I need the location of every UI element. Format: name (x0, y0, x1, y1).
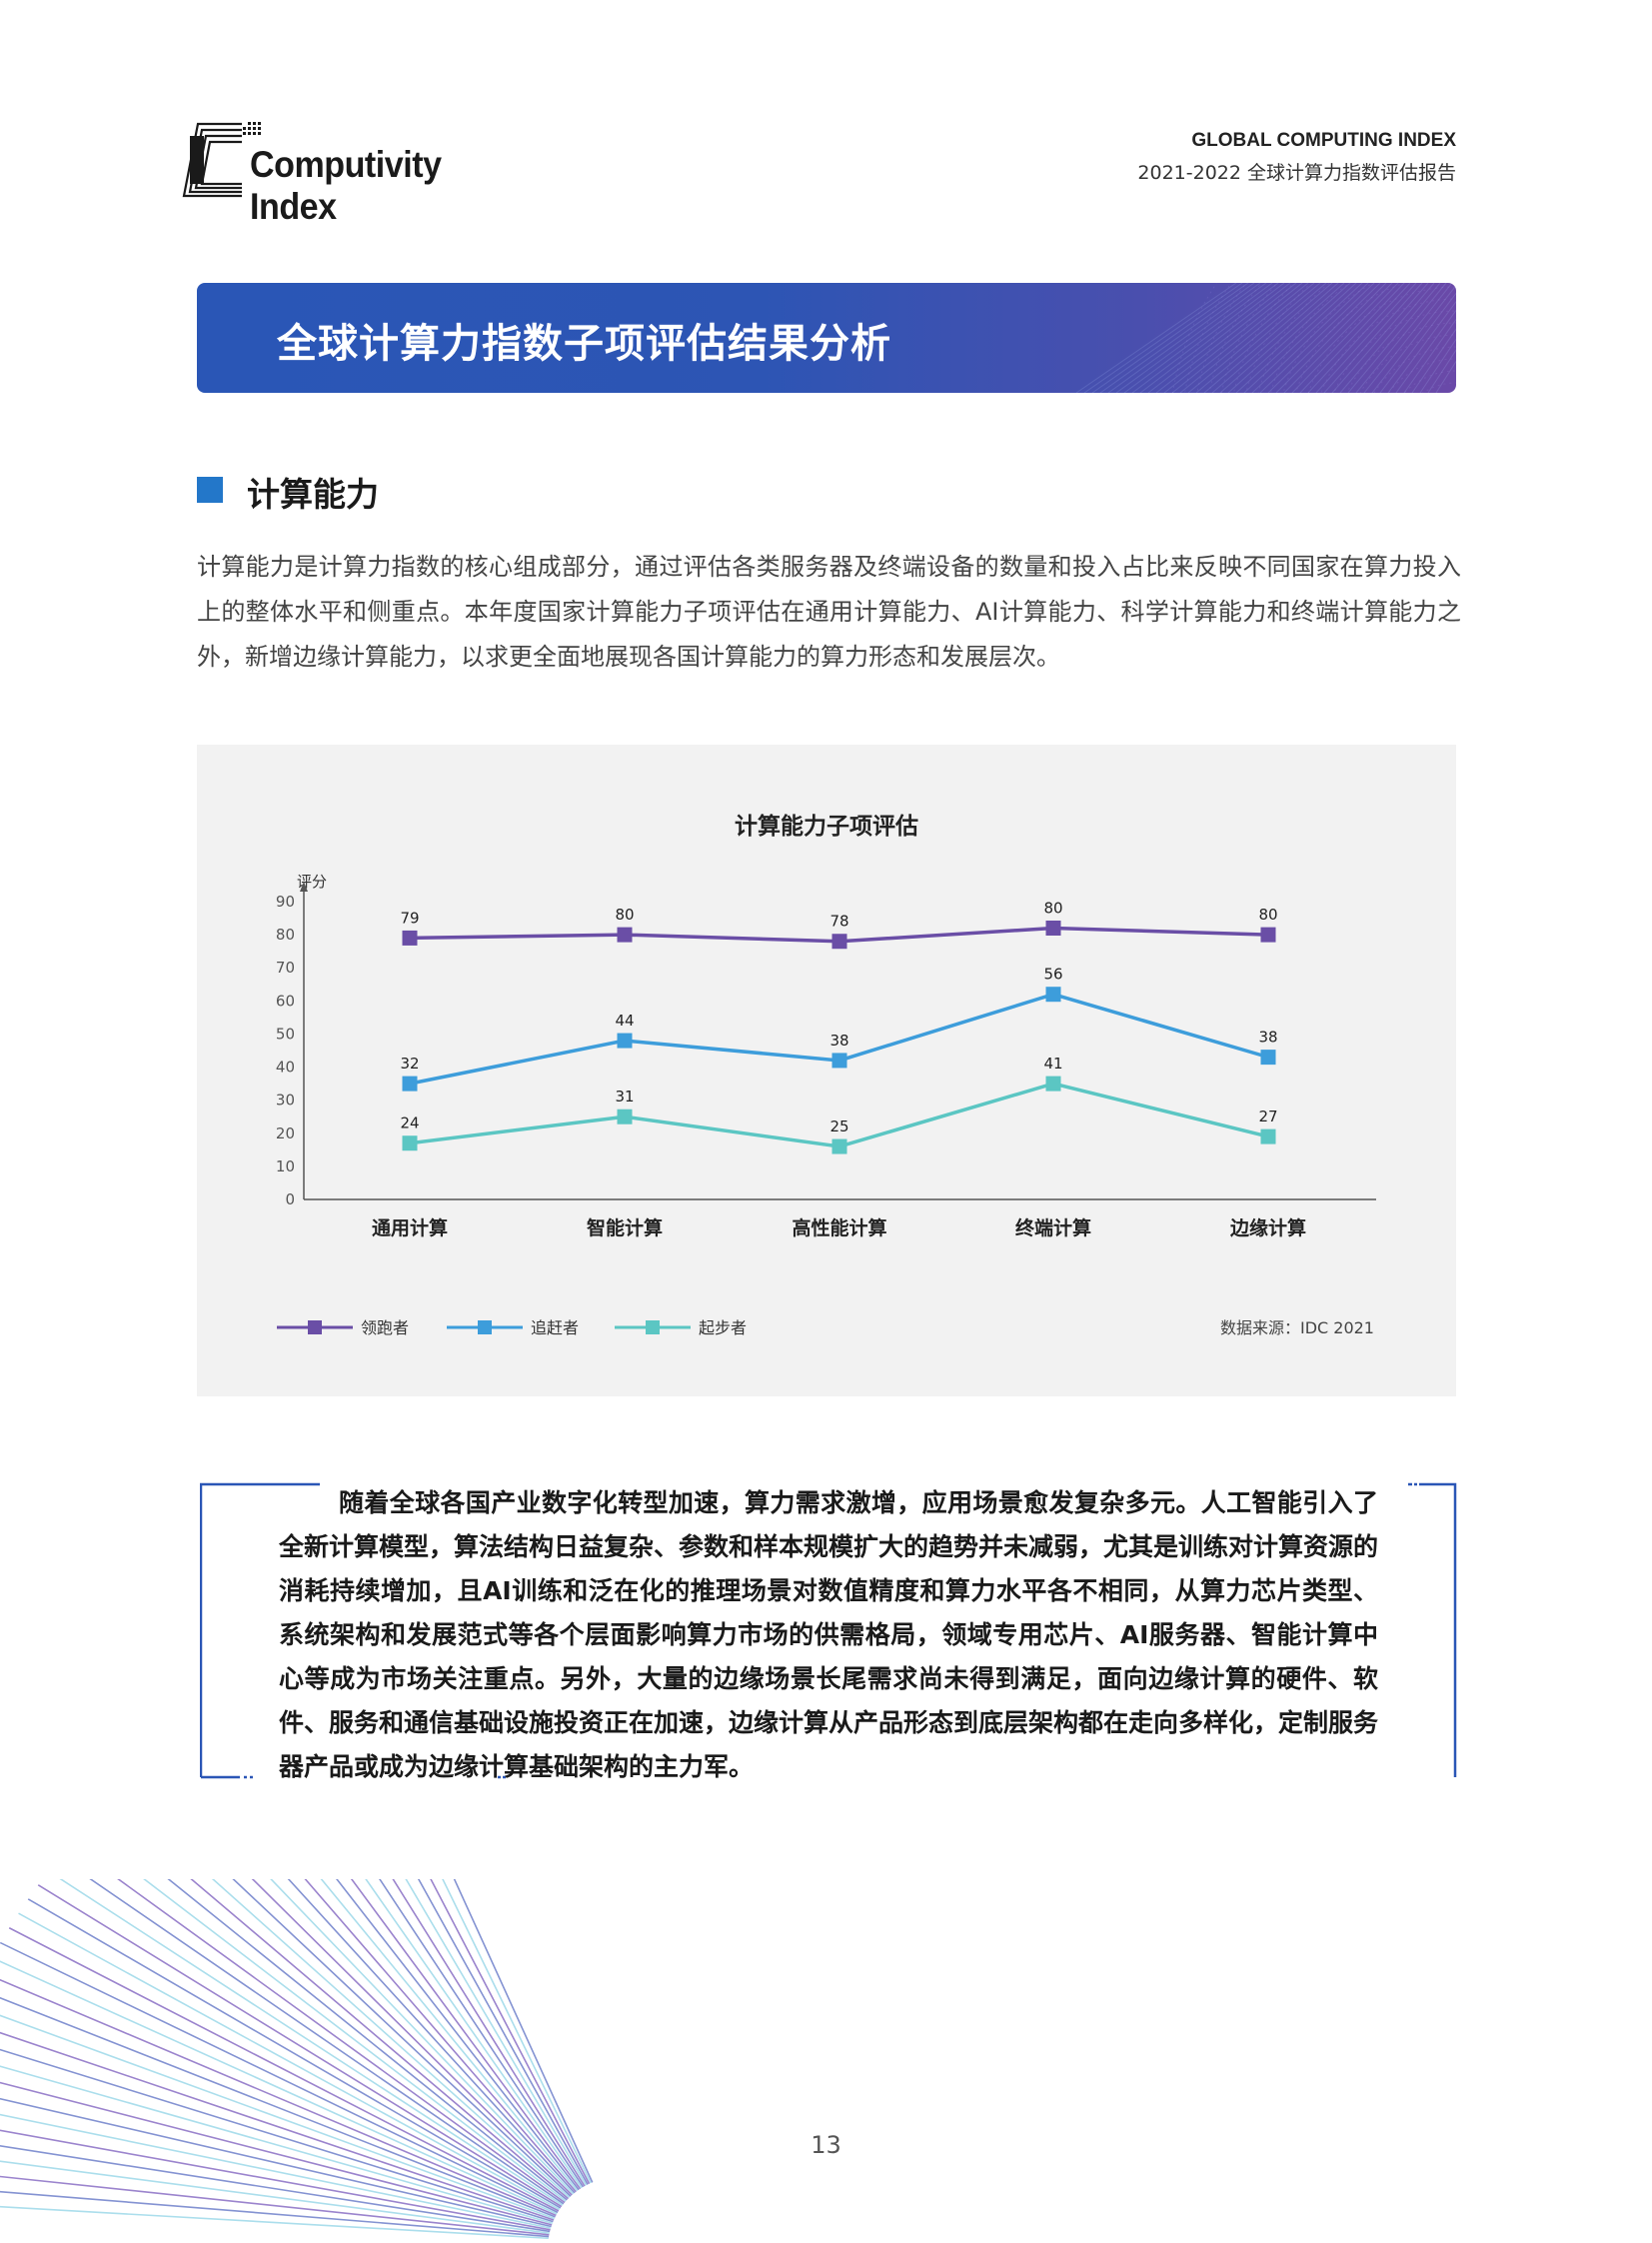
legend-label: 追赶者 (531, 1318, 579, 1337)
data-source: 数据来源：IDC 2021 (1220, 1318, 1374, 1337)
data-point (831, 1138, 847, 1154)
data-label: 38 (829, 1032, 848, 1050)
data-point (617, 1109, 633, 1124)
data-label: 44 (615, 1012, 634, 1030)
legend-label: 起步者 (699, 1318, 747, 1337)
data-point (1260, 1128, 1276, 1144)
y-tick-label: 30 (276, 1092, 295, 1110)
y-tick-label: 60 (276, 992, 295, 1010)
y-tick-label: 10 (276, 1157, 295, 1175)
callout-paragraph: 随着全球各国产业数字化转型加速，算力需求激增，应用场景愈发复杂多元。人工智能引入… (279, 1488, 1379, 1781)
data-point (1260, 1050, 1276, 1066)
y-tick-label: 40 (276, 1059, 295, 1077)
x-tick-label: 智能计算 (587, 1216, 663, 1239)
logo-text: Computivity Index (250, 144, 442, 227)
data-label: 80 (1258, 906, 1277, 924)
data-point (617, 1033, 633, 1049)
data-point (617, 927, 633, 943)
section-title: 计算能力 (247, 475, 379, 514)
callout-box: 随着全球各国产业数字化转型加速，算力需求激增，应用场景愈发复杂多元。人工智能引入… (200, 1481, 1457, 1781)
callout-frame (200, 1482, 1457, 1779)
chart-panel: 计算能力子项评估 评分 0 10 20 30 40 50 60 70 80 90 通用计算 智能计算 高性能… (197, 745, 1456, 1396)
x-tick-label: 通用计算 (372, 1216, 448, 1239)
data-point (831, 934, 847, 950)
data-label: 31 (615, 1088, 634, 1106)
chart-title: 计算能力子项评估 (735, 813, 918, 840)
x-tick-label: 终端计算 (1015, 1216, 1091, 1239)
data-point (1045, 920, 1061, 936)
legend-label: 领跑者 (361, 1318, 409, 1337)
data-point (1045, 987, 1061, 1003)
series-line-3 (409, 1082, 1269, 1148)
data-label: 27 (1258, 1108, 1277, 1125)
data-label: 78 (829, 913, 848, 931)
page-number: 13 (811, 2131, 841, 2159)
data-point (1260, 927, 1276, 943)
data-label: 56 (1043, 966, 1062, 984)
y-axis-arrow-icon (300, 882, 308, 892)
banner-decoration (1075, 283, 1456, 393)
y-tick-label: 20 (276, 1124, 295, 1142)
x-tick-label: 高性能计算 (792, 1216, 886, 1239)
report-header: GLOBAL COMPUTING INDEX 2021-2022 全球计算力指数… (1137, 130, 1456, 185)
banner-title: 全球计算力指数子项评估结果分析 (277, 321, 891, 367)
data-point (831, 1053, 847, 1069)
y-tick-label: 0 (285, 1190, 295, 1208)
logo: Computivity Index (180, 112, 540, 227)
data-label: 38 (1258, 1029, 1277, 1047)
header-english-title: GLOBAL COMPUTING INDEX (1191, 130, 1456, 151)
section-marker-icon (197, 477, 223, 503)
y-tick-label: 50 (276, 1025, 295, 1043)
data-label: 80 (615, 906, 634, 924)
data-label: 79 (400, 909, 419, 927)
data-label: 25 (829, 1118, 848, 1135)
intro-paragraph: 计算能力是计算力指数的核心组成部分，通过评估各类服务器及终端设备的数量和投入占比… (197, 553, 1461, 671)
legend-marker (308, 1320, 322, 1334)
x-tick-label: 边缘计算 (1229, 1216, 1306, 1239)
y-tick-label: 90 (276, 893, 295, 911)
data-point (402, 1135, 418, 1151)
data-point (402, 930, 418, 946)
data-label: 41 (1043, 1055, 1062, 1073)
data-point (1045, 1076, 1061, 1092)
data-label: 32 (400, 1055, 419, 1073)
legend-marker (646, 1320, 660, 1334)
data-label: 80 (1043, 899, 1062, 917)
y-tick-label: 80 (276, 926, 295, 944)
section-banner: 全球计算力指数子项评估结果分析 (197, 283, 1456, 393)
data-point (402, 1076, 418, 1092)
data-label: 24 (400, 1115, 419, 1132)
decorative-lines (0, 1879, 594, 2240)
y-tick-label: 70 (276, 959, 295, 977)
legend-marker (478, 1320, 492, 1334)
logo-mark-icon (182, 122, 261, 198)
header-chinese-title: 2021-2022 全球计算力指数评估报告 (1137, 162, 1456, 184)
